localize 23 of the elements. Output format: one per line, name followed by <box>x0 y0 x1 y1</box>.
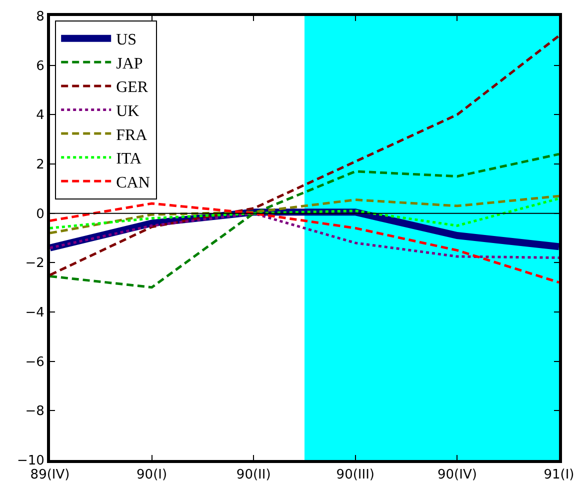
x-tick-label: 90(III) <box>336 468 374 483</box>
y-tick-label: −2 <box>25 256 44 272</box>
x-tick-label: 89(IV) <box>30 468 70 483</box>
y-tick-label: −4 <box>25 306 44 321</box>
y-tick-label: −6 <box>25 354 44 370</box>
legend-label: US <box>116 32 137 49</box>
legend-label: UK <box>116 102 140 120</box>
legend-label: GER <box>116 79 148 96</box>
y-tick-label: −8 <box>25 404 44 420</box>
y-tick-label: 4 <box>36 108 44 124</box>
y-tick-label: 8 <box>36 10 44 25</box>
legend-label: FRA <box>116 126 148 144</box>
x-tick-label: 90(II) <box>236 468 271 483</box>
y-tick-label: −10 <box>16 454 44 469</box>
x-tick-label: 90(IV) <box>437 468 477 483</box>
legend-label: CAN <box>116 174 150 192</box>
x-tick-label: 90(I) <box>136 468 168 483</box>
x-tick-label: 91(I) <box>544 468 574 483</box>
legend-label: JAP <box>116 55 143 72</box>
legend-label: ITA <box>116 150 142 168</box>
y-tick-label: 0 <box>36 206 44 222</box>
y-tick-label: 6 <box>36 58 44 74</box>
y-tick-label: 2 <box>36 158 44 173</box>
